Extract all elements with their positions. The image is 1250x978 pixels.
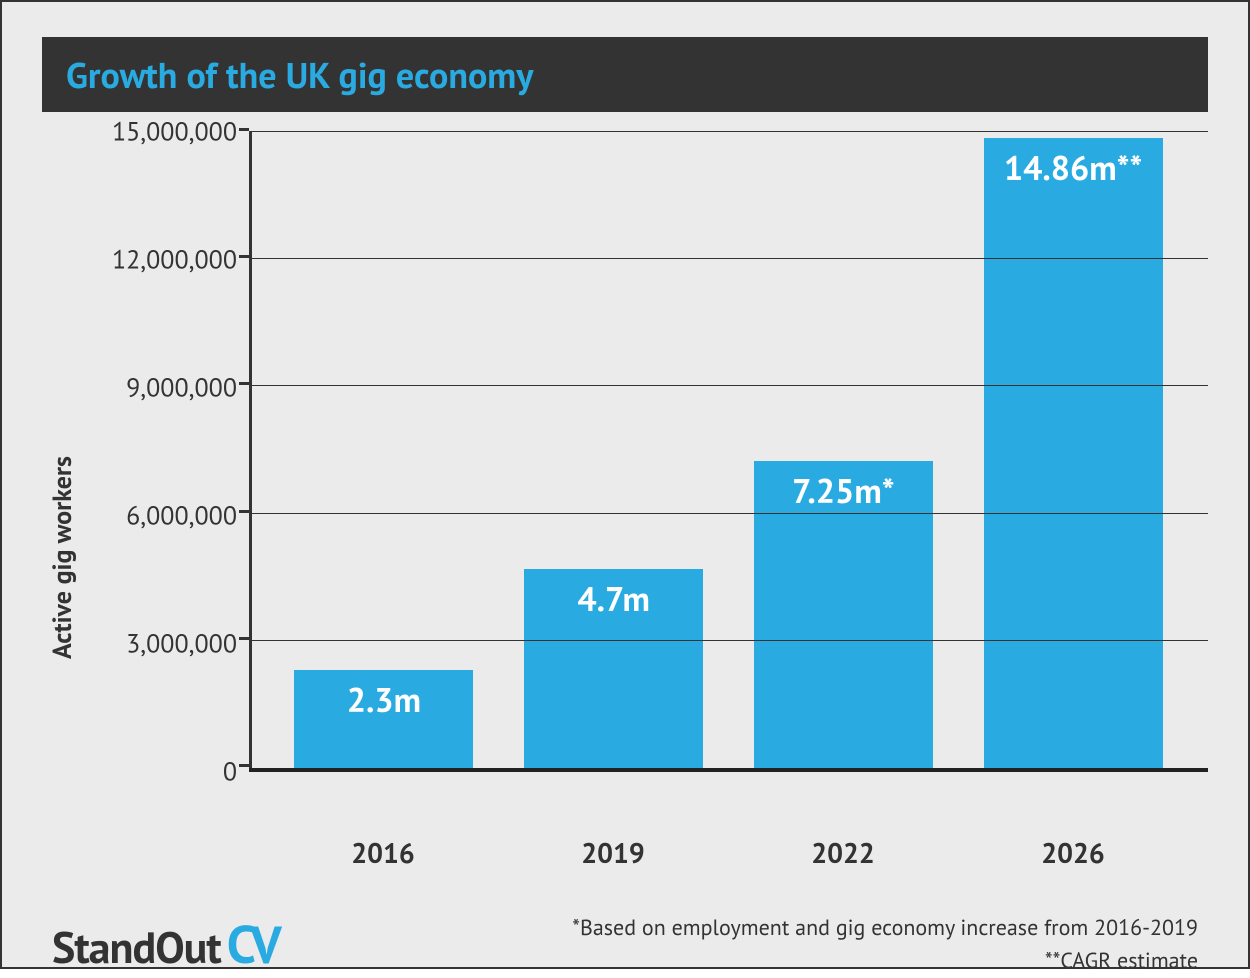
bar-value-label: 7.25m* (792, 469, 894, 513)
bar: 14.86m** (984, 138, 1163, 768)
x-tick-label: 2022 (728, 834, 958, 871)
logo-text-2: CV (227, 911, 280, 978)
y-tick-mark (239, 637, 249, 640)
y-tick-mark (239, 255, 249, 258)
y-tick-mark (239, 510, 249, 513)
y-tick-label: 12,000,000 (112, 244, 237, 277)
gridline (249, 131, 1208, 132)
y-tick-label: 6,000,000 (126, 500, 237, 533)
bar: 2.3m (294, 670, 473, 768)
x-tick-label: 2019 (498, 834, 728, 871)
y-tick-label: 9,000,000 (126, 372, 237, 405)
bars-container: 2.3m 4.7m 7.25m* 14.86m** (249, 132, 1208, 768)
y-tick-mark (239, 128, 249, 131)
bar: 7.25m* (754, 461, 933, 768)
y-tick-label: 15,000,000 (112, 116, 237, 149)
x-tick-label: 2026 (958, 834, 1188, 871)
gridline (249, 640, 1208, 641)
logo-text-1: StandOut (52, 919, 221, 976)
x-axis-row: 2016201920222026 (42, 822, 1208, 871)
footnote-2: **CAGR estimate (572, 945, 1198, 978)
y-axis-label: Active gig workers (42, 132, 79, 822)
bar-value-label: 14.86m** (1004, 146, 1143, 190)
chart-area: Active gig workers 0 3,000,000 6,000,000 9,… (42, 132, 1208, 822)
y-tick-label: 3,000,000 (126, 628, 237, 661)
chart-title: Growth of the UK gig economy (66, 51, 1184, 98)
footer: StandOut CV *Based on employment and gig… (42, 911, 1208, 978)
y-tick-label: 0 (223, 756, 237, 789)
x-axis-labels: 2016201920222026 (248, 822, 1208, 871)
y-axis: 03,000,0006,000,0009,000,00012,000,00015… (79, 132, 249, 772)
bar-value-label: 2.3m (347, 678, 421, 722)
bar: 4.7m (524, 569, 703, 768)
y-tick-mark (239, 382, 249, 385)
gridline (249, 258, 1208, 259)
chart-card: Growth of the UK gig economy Active gig … (0, 0, 1250, 969)
bar-column: 7.25m* (729, 132, 959, 768)
bar-column: 2.3m (269, 132, 499, 768)
x-tick-label: 2016 (268, 834, 498, 871)
brand-logo: StandOut CV (52, 911, 280, 978)
bar-column: 14.86m** (958, 132, 1188, 768)
bar-column: 4.7m (499, 132, 729, 768)
title-bar: Growth of the UK gig economy (42, 37, 1208, 112)
y-tick-mark (239, 764, 249, 767)
bar-value-label: 4.7m (577, 577, 649, 621)
footnote-1: *Based on employment and gig economy inc… (572, 912, 1198, 945)
gridline (249, 513, 1208, 514)
plot-area: 2.3m 4.7m 7.25m* 14.86m** (249, 132, 1208, 772)
gridline (249, 385, 1208, 386)
footnotes: *Based on employment and gig economy inc… (572, 912, 1198, 978)
